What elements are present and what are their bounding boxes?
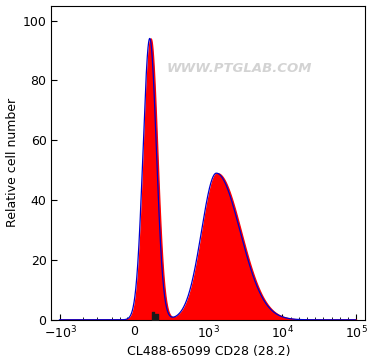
X-axis label: CL488-65099 CD28 (28.2): CL488-65099 CD28 (28.2) (126, 345, 290, 359)
Text: WWW.PTGLAB.COM: WWW.PTGLAB.COM (167, 62, 312, 75)
Y-axis label: Relative cell number: Relative cell number (6, 98, 19, 227)
